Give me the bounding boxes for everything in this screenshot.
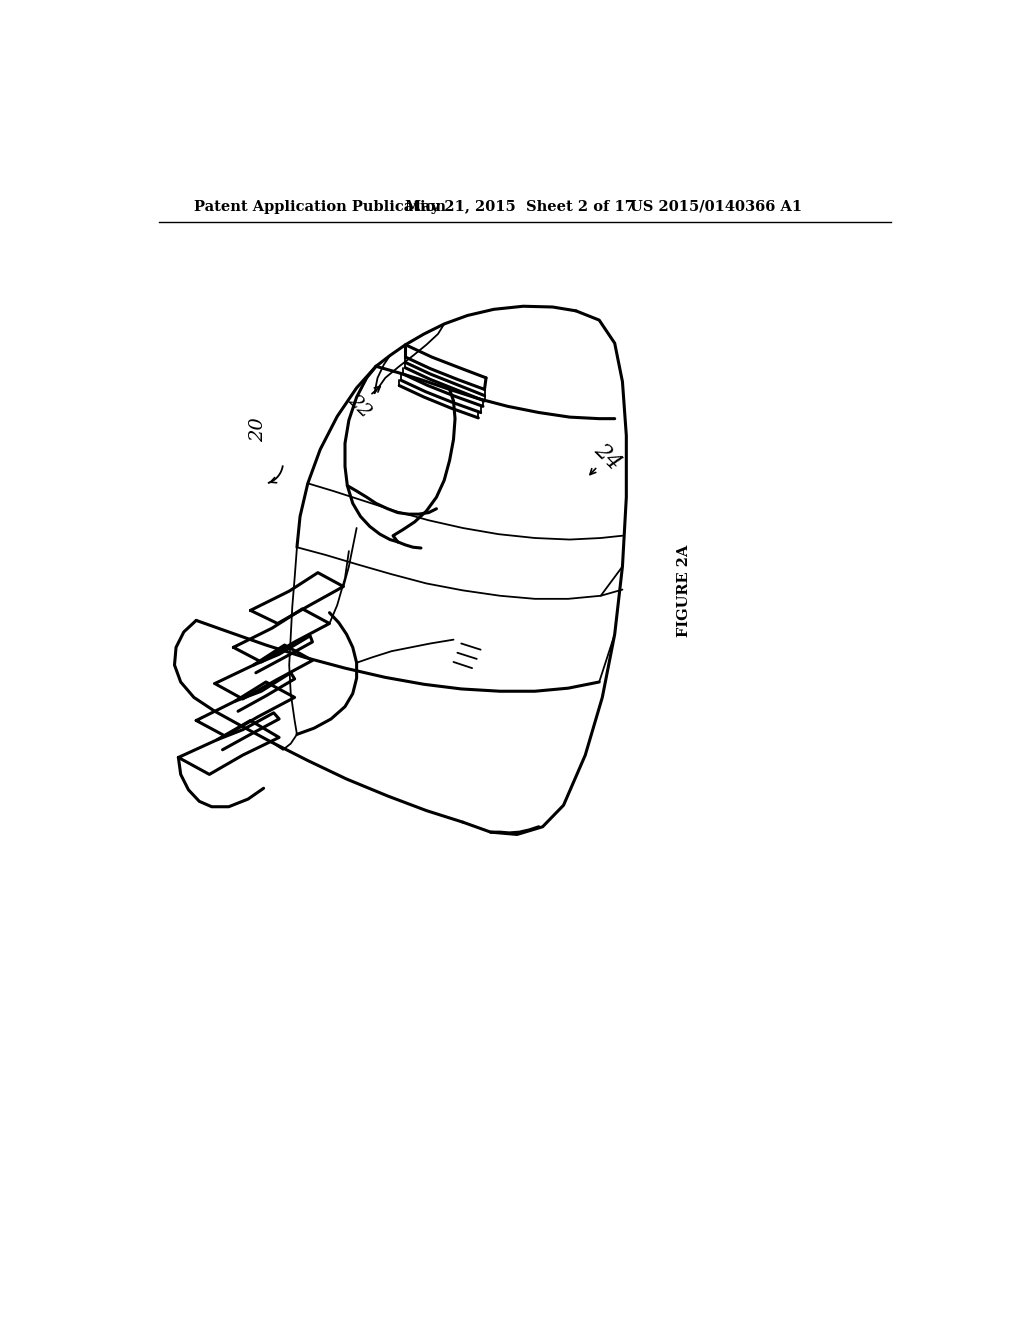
Text: 20: 20 <box>249 417 267 442</box>
Text: May 21, 2015  Sheet 2 of 17: May 21, 2015 Sheet 2 of 17 <box>406 199 635 214</box>
Text: FIGURE 2A: FIGURE 2A <box>678 545 691 638</box>
Text: 24: 24 <box>589 440 625 475</box>
Text: 22: 22 <box>344 391 374 421</box>
Text: Patent Application Publication: Patent Application Publication <box>194 199 445 214</box>
Text: US 2015/0140366 A1: US 2015/0140366 A1 <box>630 199 803 214</box>
